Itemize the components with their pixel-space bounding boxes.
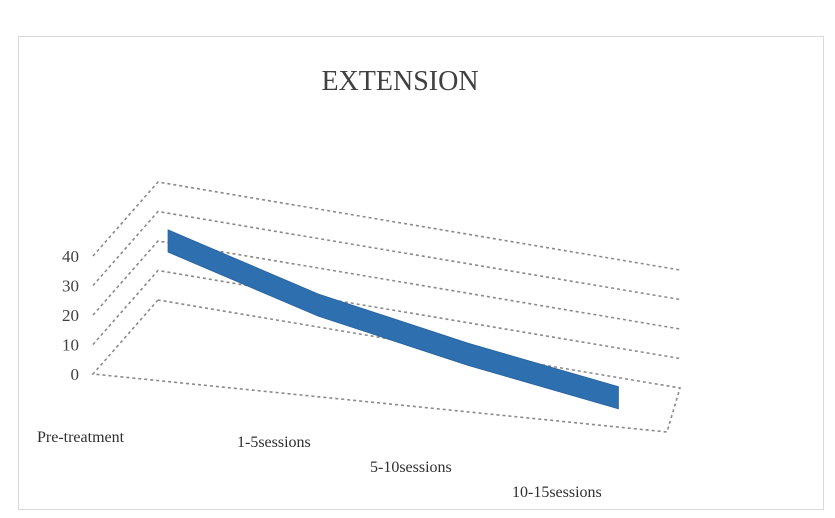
y-axis-ticks: 0 10 20 30 40	[62, 247, 79, 384]
x-category-label: Pre-treatment	[37, 429, 125, 446]
y-tick-label: 0	[71, 365, 80, 384]
gridline	[92, 181, 681, 271]
chart-frame	[18, 36, 824, 510]
gridline	[92, 210, 681, 301]
gridline	[92, 240, 681, 330]
series-layer	[167, 229, 619, 410]
x-axis-categories: Pre-treatment 1-5sessions 5-10sessions 10-1…	[37, 429, 602, 501]
y-tick-label: 30	[62, 277, 79, 296]
y-tick-label: 20	[62, 306, 79, 325]
chart-title: EXTENSION	[321, 66, 478, 97]
gridline	[92, 269, 681, 360]
x-category-label: 10-15sessions	[512, 484, 602, 501]
gridlines	[91, 181, 682, 433]
x-category-label: 1-5sessions	[237, 434, 311, 451]
y-tick-label: 40	[62, 247, 79, 266]
x-category-label: 5-10sessions	[370, 459, 452, 476]
series-line	[167, 229, 619, 410]
y-tick-label: 10	[62, 336, 79, 355]
